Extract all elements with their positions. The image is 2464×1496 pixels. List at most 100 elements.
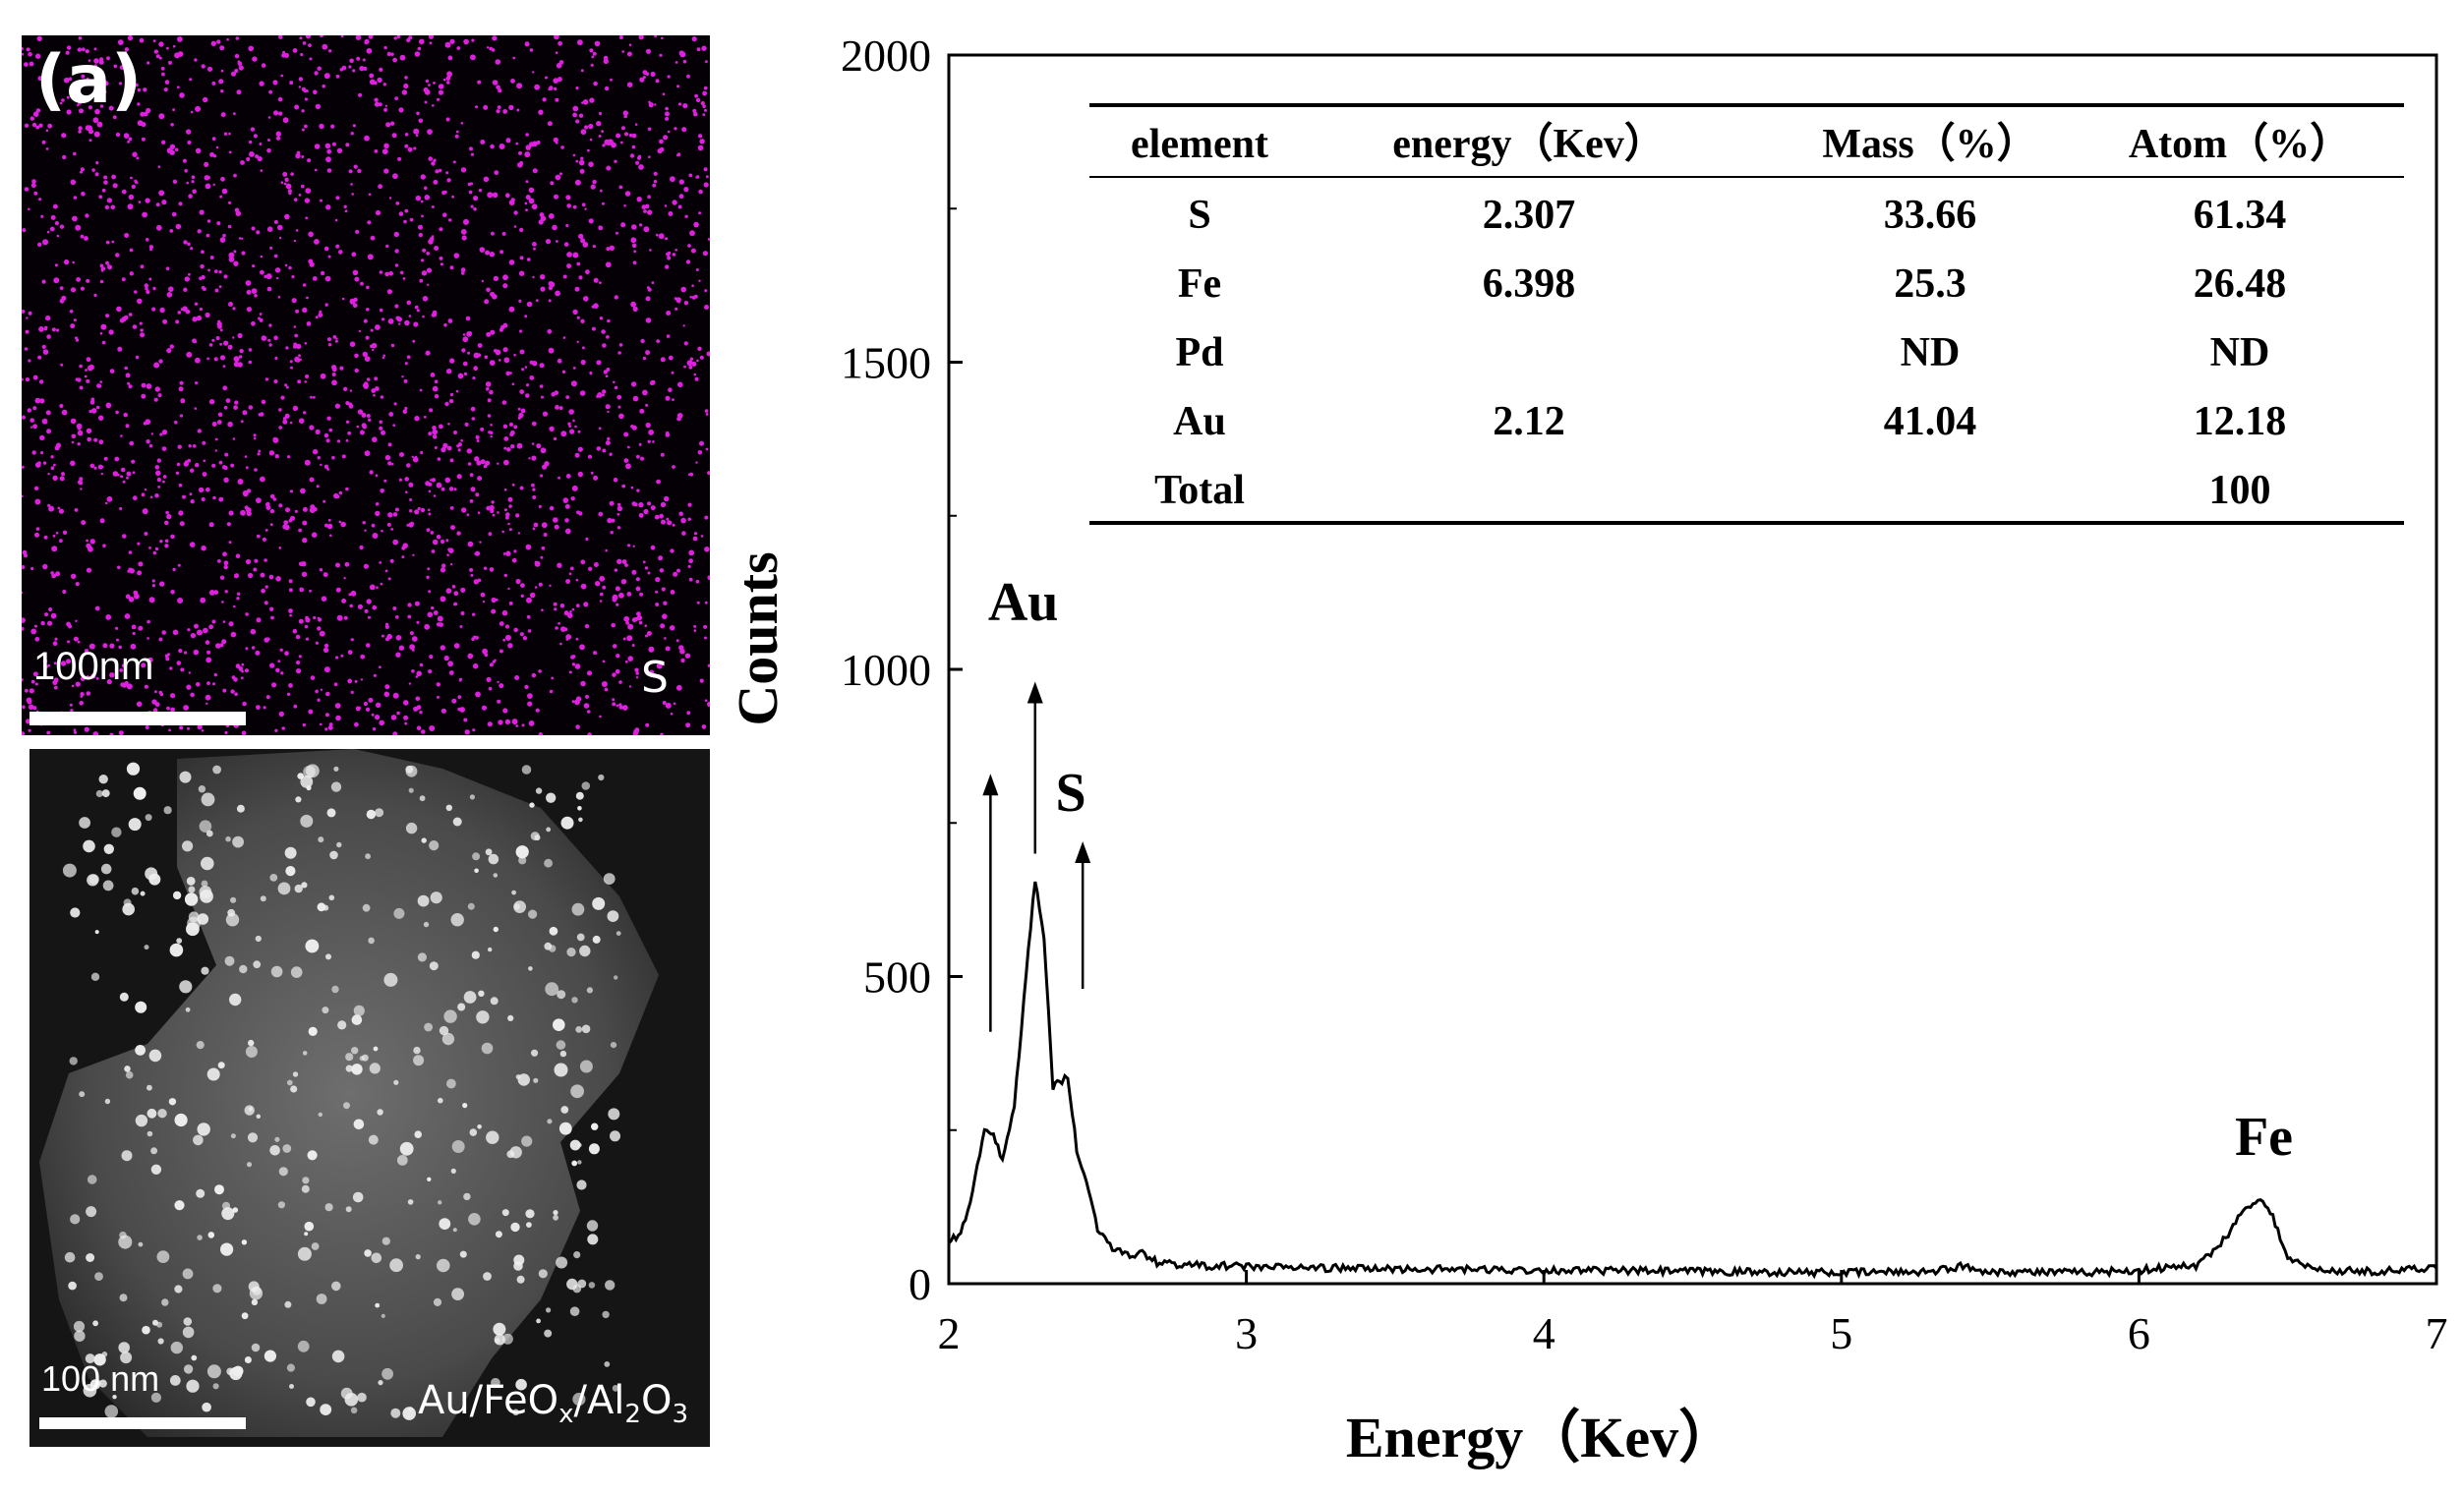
sulfur-signal-dot — [411, 455, 414, 458]
sulfur-signal-dot — [642, 389, 648, 396]
sulfur-signal-dot — [554, 524, 559, 530]
sulfur-signal-dot — [136, 156, 140, 160]
sulfur-signal-dot — [60, 363, 64, 367]
sulfur-signal-dot — [235, 36, 240, 40]
sulfur-signal-dot — [646, 631, 652, 636]
gold-nanoparticle — [501, 1209, 509, 1217]
sulfur-signal-dot — [388, 197, 392, 200]
sulfur-signal-dot — [201, 729, 205, 732]
sulfur-signal-dot — [399, 54, 406, 61]
sulfur-signal-dot — [340, 35, 344, 38]
sulfur-signal-dot — [402, 409, 408, 415]
sulfur-signal-dot — [376, 586, 379, 589]
sulfur-signal-dot — [233, 677, 238, 682]
sulfur-signal-dot — [170, 590, 175, 595]
sulfur-signal-dot — [154, 547, 159, 551]
sulfur-signal-dot — [54, 221, 60, 226]
gold-nanoparticle — [269, 874, 278, 882]
sulfur-signal-dot — [295, 309, 300, 314]
sulfur-signal-dot — [118, 82, 123, 86]
sulfur-signal-dot — [306, 321, 312, 326]
sulfur-signal-dot — [323, 666, 330, 673]
sulfur-signal-dot — [455, 130, 459, 134]
sulfur-signal-dot — [31, 122, 37, 128]
sulfur-signal-dot — [294, 509, 298, 513]
sulfur-signal-dot — [411, 669, 415, 673]
gold-nanoparticle — [174, 1200, 185, 1211]
sulfur-signal-dot — [593, 475, 599, 481]
sulfur-signal-dot — [293, 239, 297, 243]
sulfur-signal-dot — [649, 669, 655, 675]
sulfur-signal-dot — [99, 518, 105, 524]
sulfur-signal-dot — [80, 286, 85, 291]
gold-nanoparticle — [351, 1064, 363, 1075]
sulfur-signal-dot — [268, 89, 272, 94]
sulfur-signal-dot — [424, 623, 431, 630]
sulfur-signal-dot — [165, 266, 170, 270]
sulfur-signal-dot — [146, 289, 150, 295]
sulfur-signal-dot — [301, 109, 305, 113]
sulfur-signal-dot — [362, 521, 366, 525]
sulfur-signal-dot — [219, 575, 225, 580]
sulfur-signal-dot — [617, 351, 621, 355]
sulfur-signal-dot — [70, 709, 74, 713]
sulfur-signal-dot — [302, 538, 308, 544]
sulfur-signal-dot — [160, 66, 165, 71]
sulfur-signal-dot — [685, 722, 691, 728]
sulfur-signal-dot — [180, 398, 186, 404]
gold-nanoparticle — [169, 1375, 181, 1386]
sulfur-signal-dot — [214, 449, 217, 452]
gold-nanoparticle — [331, 1281, 341, 1292]
sulfur-signal-dot — [43, 535, 48, 540]
sulfur-signal-dot — [205, 312, 210, 318]
sulfur-signal-dot — [449, 506, 454, 510]
sulfur-signal-dot — [355, 706, 361, 712]
sulfur-signal-dot — [596, 394, 600, 398]
sulfur-signal-dot — [403, 700, 409, 706]
sulfur-signal-dot — [575, 86, 579, 90]
gold-nanoparticle — [353, 1119, 365, 1130]
sulfur-signal-dot — [131, 184, 136, 190]
table-cell: S — [1188, 193, 1210, 238]
sulfur-signal-dot — [233, 361, 240, 368]
sulfur-signal-dot — [110, 204, 116, 210]
gold-nanoparticle — [183, 1364, 194, 1374]
sulfur-signal-dot — [170, 534, 175, 540]
sulfur-signal-dot — [89, 463, 95, 469]
sulfur-signal-dot — [186, 351, 193, 358]
gold-nanoparticle — [135, 1114, 148, 1127]
sulfur-signal-dot — [364, 608, 369, 613]
sulfur-signal-dot — [260, 269, 264, 275]
sulfur-signal-dot — [426, 267, 433, 273]
sulfur-signal-dot — [119, 506, 123, 511]
gold-nanoparticle — [579, 945, 591, 957]
gold-nanoparticle — [85, 1353, 95, 1364]
sulfur-signal-dot — [581, 101, 584, 104]
sulfur-signal-dot — [420, 450, 424, 455]
gold-nanoparticle — [329, 850, 338, 860]
gold-nanoparticle — [417, 952, 427, 962]
sulfur-signal-dot — [273, 110, 279, 116]
sulfur-signal-dot — [484, 653, 489, 658]
sulfur-signal-dot — [84, 236, 88, 241]
sulfur-signal-dot — [309, 425, 315, 431]
sulfur-signal-dot — [344, 209, 348, 213]
sulfur-signal-dot — [42, 563, 48, 570]
sulfur-signal-dot — [24, 347, 29, 351]
sulfur-signal-dot — [261, 399, 266, 405]
sulfur-signal-dot — [623, 204, 626, 207]
sulfur-signal-dot — [426, 252, 431, 256]
sulfur-signal-dot — [349, 58, 354, 64]
sulfur-signal-dot — [73, 636, 79, 642]
sulfur-signal-dot — [689, 295, 692, 299]
sulfur-signal-dot — [22, 465, 25, 469]
sulfur-signal-dot — [432, 429, 439, 435]
sulfur-signal-dot — [650, 505, 656, 511]
sulfur-signal-dot — [70, 418, 77, 425]
sulfur-signal-dot — [55, 531, 59, 535]
sulfur-signal-dot — [396, 316, 402, 322]
sulfur-signal-dot — [88, 129, 94, 135]
x-axis-label: Energy（Kev） — [1346, 1406, 1735, 1469]
sulfur-signal-dot — [381, 634, 384, 638]
gold-nanoparticle — [322, 1007, 329, 1014]
